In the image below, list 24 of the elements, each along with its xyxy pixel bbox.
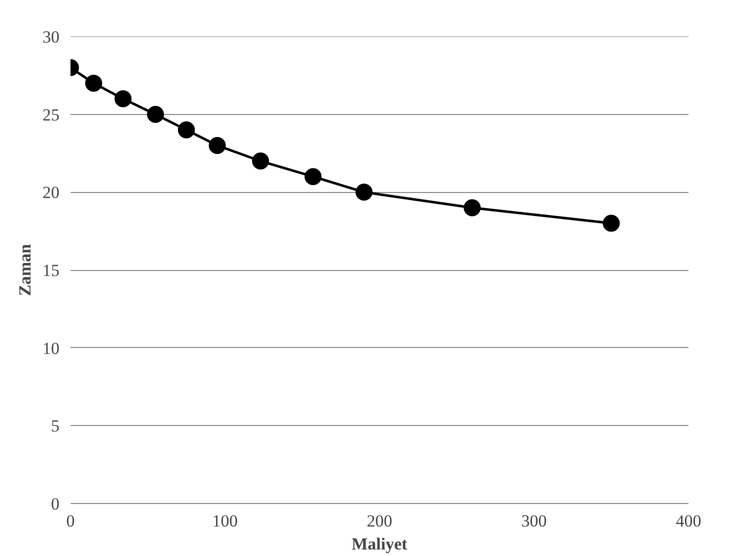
y-axis-title: Zaman [16,243,34,296]
point [114,90,132,108]
point [356,184,373,201]
x-tick-label: 0 [66,512,75,530]
y-tick-label: 0 [51,494,60,514]
x-tick-label: 300 [521,512,547,530]
y-tick-label: 20 [42,183,60,202]
point [602,214,620,232]
x-tick-label: 400 [676,512,702,530]
y-tick-label: 25 [42,105,60,124]
point [85,74,102,92]
y-tick-label: 15 [42,261,60,280]
x-tick-label: 200 [366,512,392,530]
point [178,121,195,138]
y-tick-label: 30 [42,28,60,46]
x-axis-title: Maliyet [352,534,408,554]
point [252,152,270,170]
y-tick-label: 5 [51,416,60,436]
y-tick-label: 10 [42,338,60,358]
point [208,136,226,154]
point [464,199,481,216]
point [304,168,322,186]
x-tick-label: 100 [212,512,238,530]
point [146,106,164,123]
